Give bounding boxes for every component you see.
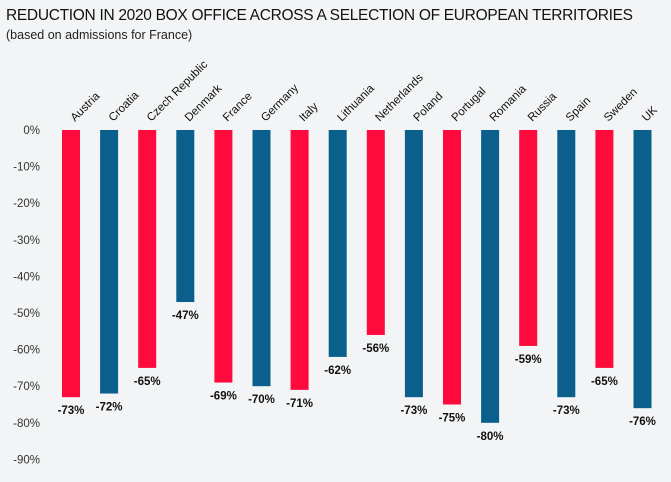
- y-tick-label: -80%: [13, 418, 40, 430]
- data-label: -71%: [286, 398, 313, 410]
- bar-france: [214, 130, 233, 383]
- y-tick-label: -70%: [13, 381, 40, 393]
- data-label: -73%: [400, 405, 427, 417]
- data-label: -80%: [477, 431, 504, 443]
- category-label: Russia: [526, 90, 560, 124]
- y-tick-label: 0%: [23, 125, 40, 137]
- y-tick-label: -90%: [13, 454, 40, 466]
- category-label: Croatia: [107, 89, 142, 124]
- y-tick-label: -10%: [13, 162, 40, 174]
- data-label: -72%: [96, 402, 123, 414]
- data-label: -47%: [172, 310, 199, 322]
- data-label: -62%: [324, 365, 351, 377]
- bar-russia: [519, 130, 538, 346]
- bar-spain: [557, 130, 576, 398]
- bar-portugal: [443, 130, 461, 405]
- data-label: -69%: [210, 391, 237, 403]
- bar-lithuania: [328, 130, 347, 357]
- y-tick-label: -60%: [13, 345, 40, 357]
- bar-netherlands: [366, 130, 385, 335]
- category-label: Denmark: [183, 82, 225, 124]
- chart-title: REDUCTION IN 2020 BOX OFFICE ACROSS A SE…: [6, 7, 633, 24]
- category-label: Austria: [69, 90, 103, 124]
- bar-czech-republic: [138, 130, 157, 368]
- category-label: Sweden: [602, 86, 640, 124]
- bar-romania: [481, 130, 500, 423]
- data-label: -75%: [439, 413, 466, 425]
- y-tick-label: -50%: [13, 308, 40, 320]
- bar-germany: [252, 130, 271, 387]
- bar-austria: [62, 130, 80, 398]
- category-label: Poland: [412, 90, 446, 124]
- bar-croatia: [100, 130, 119, 394]
- data-label: -76%: [629, 416, 656, 428]
- data-label: -59%: [515, 354, 542, 366]
- data-label: -65%: [591, 376, 618, 388]
- bar-italy: [290, 130, 309, 390]
- data-label: -70%: [248, 394, 275, 406]
- category-label: Portugal: [450, 85, 489, 124]
- category-label: Romania: [488, 83, 529, 124]
- category-label: Italy: [297, 101, 321, 125]
- bar-sweden: [595, 130, 614, 368]
- y-tick-label: -20%: [13, 198, 40, 210]
- chart-subtitle: (based on admissions for France): [6, 28, 193, 42]
- y-tick-label: -40%: [13, 271, 40, 283]
- bar-denmark: [176, 130, 195, 303]
- data-label: -65%: [134, 376, 161, 388]
- data-label: -73%: [58, 405, 85, 417]
- category-label: Spain: [564, 95, 593, 124]
- category-label: Germany: [259, 82, 301, 124]
- bar-uk: [633, 130, 652, 409]
- data-label: -73%: [553, 405, 580, 417]
- data-label: -56%: [362, 343, 389, 355]
- y-tick-label: -30%: [13, 235, 40, 247]
- category-label: France: [221, 90, 255, 124]
- bar-poland: [404, 130, 423, 398]
- category-label: Lithuania: [335, 82, 377, 124]
- category-label: UK: [640, 104, 660, 124]
